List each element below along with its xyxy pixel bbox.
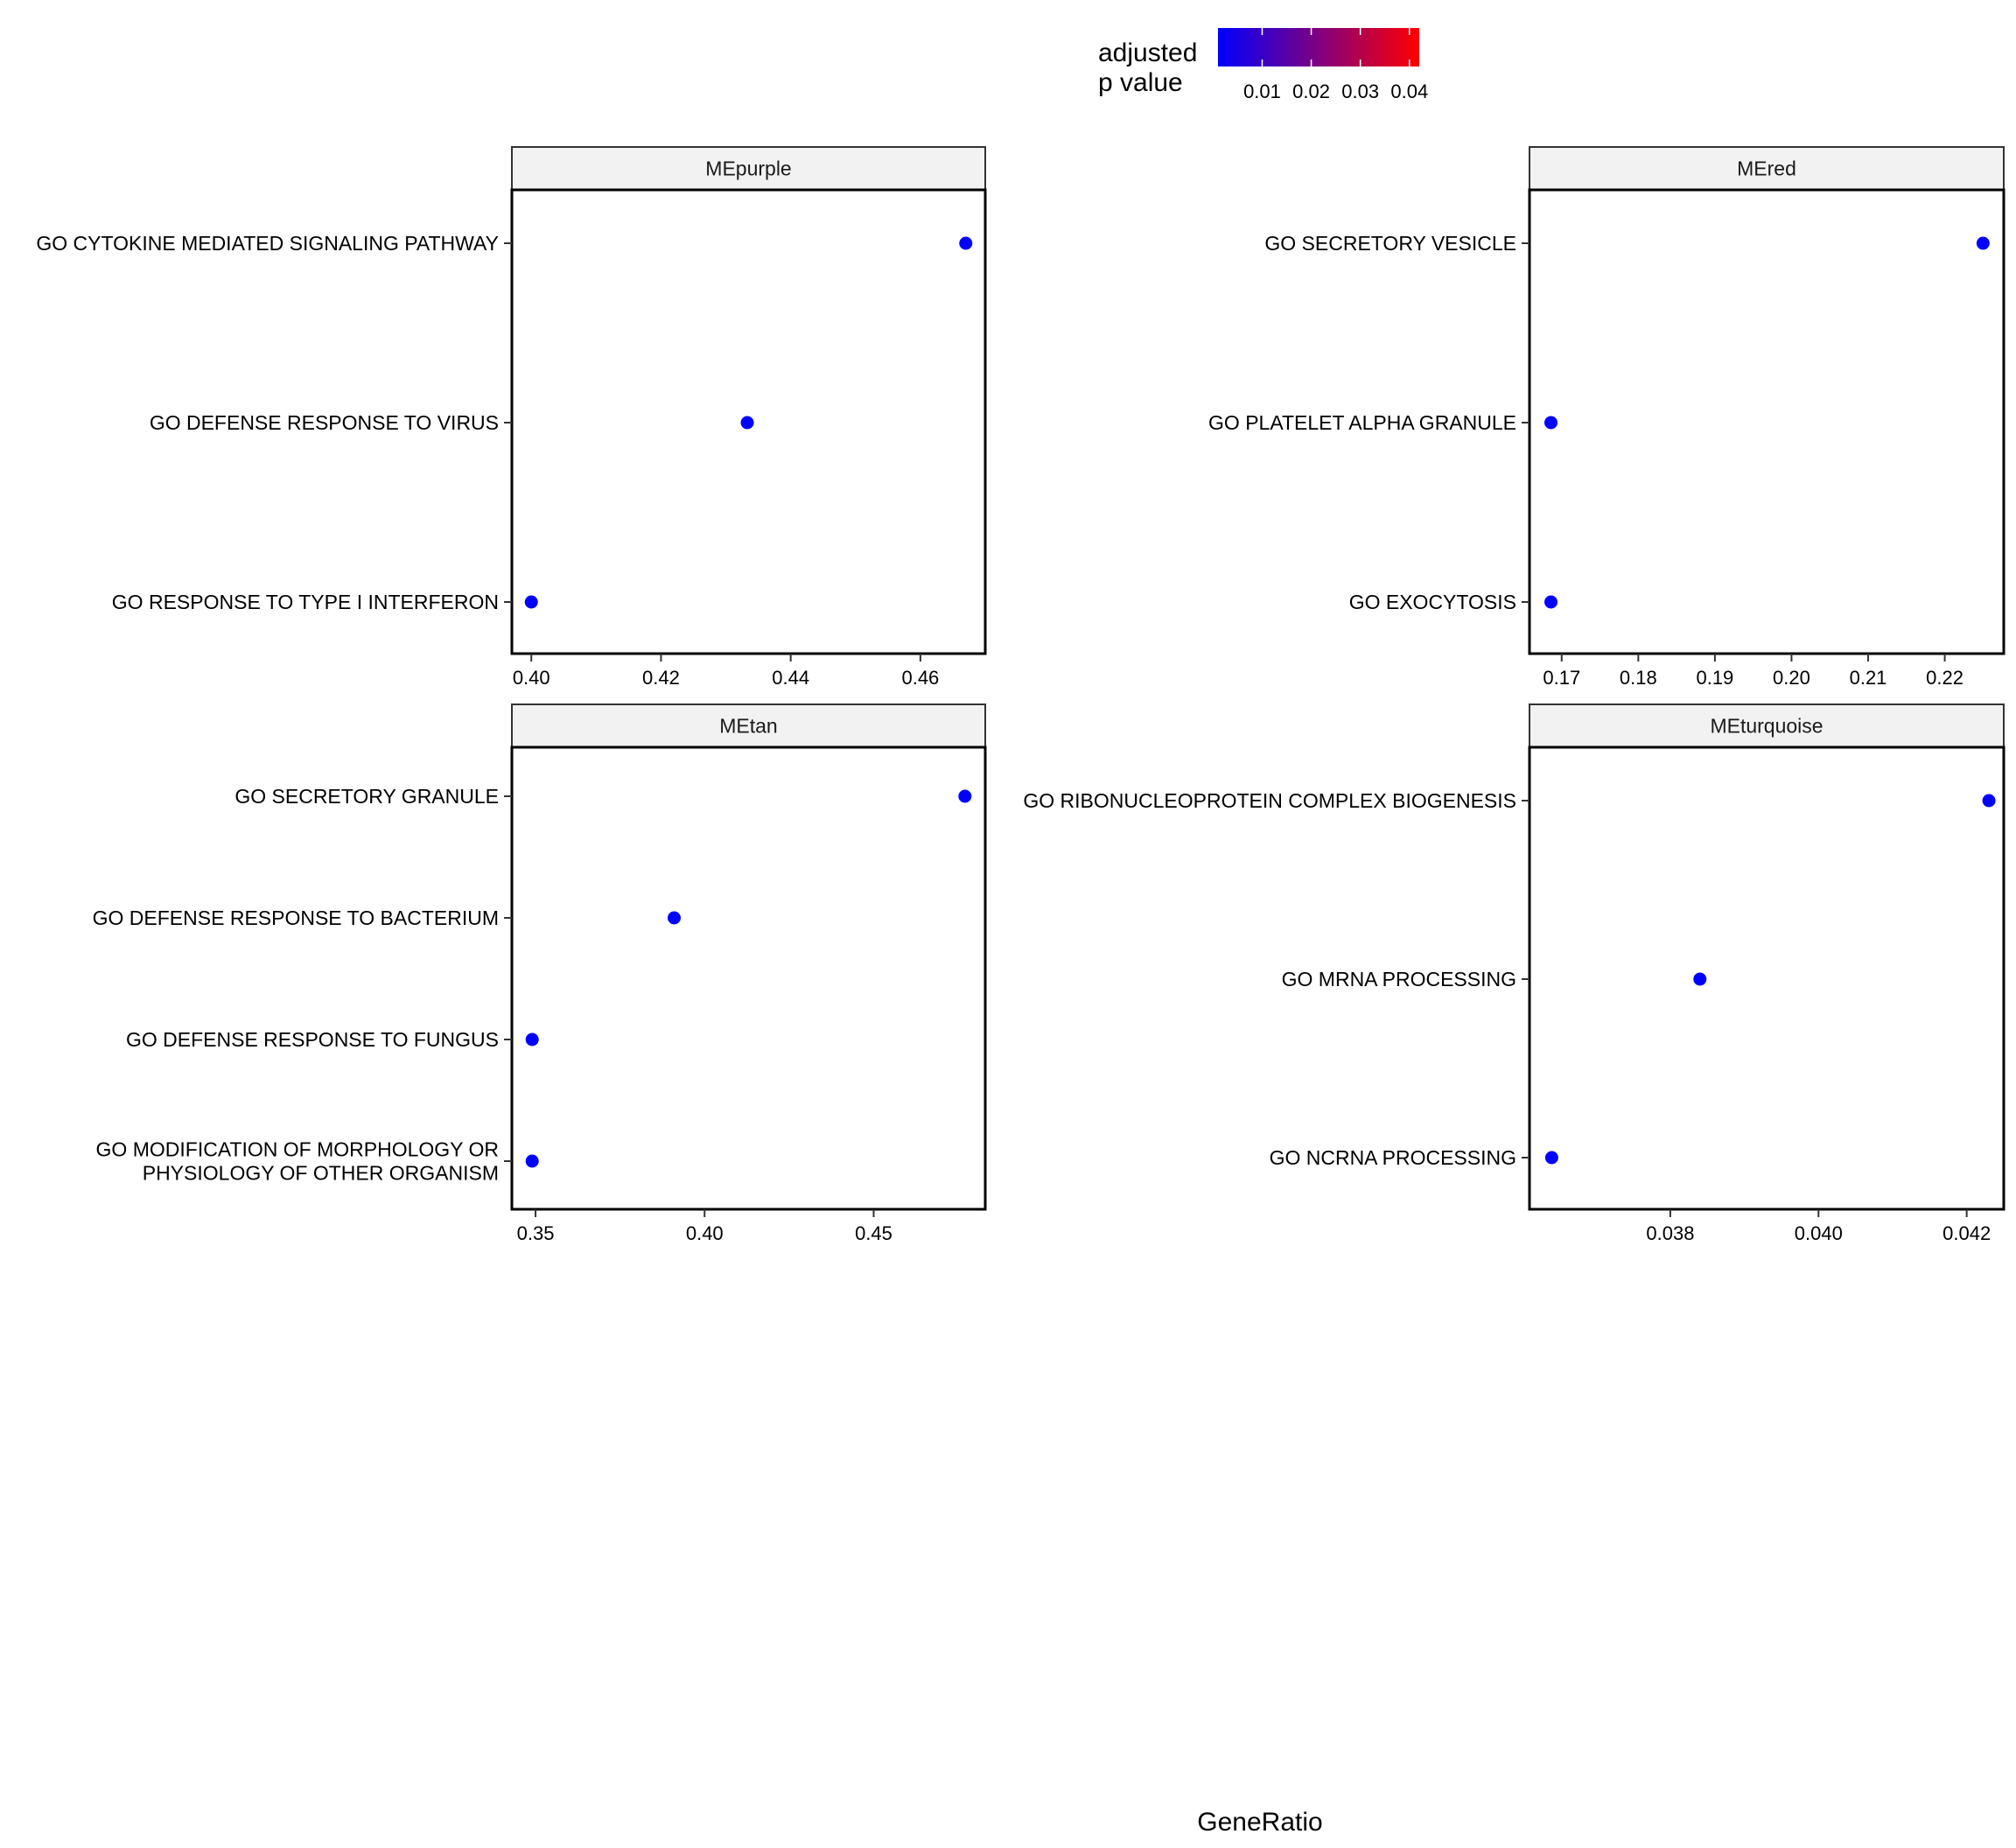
facet-panel-MEtan: MEtan GO SECRETORY GRANULE GO DEFENSE RESP… — [93, 704, 987, 1244]
facet-strip-label: MEred — [1737, 158, 1796, 180]
legend-tick-label: 0.04 — [1390, 80, 1428, 102]
data-point — [1544, 595, 1558, 609]
x-tick-label: 0.22 — [1926, 667, 1964, 689]
y-tick-label: GO SECRETORY VESICLE — [1264, 232, 1516, 255]
legend-tick-label: 0.03 — [1341, 80, 1379, 102]
y-tick-label: GO MODIFICATION OF MORPHOLOGY OR PHYSIOLO… — [96, 1138, 499, 1185]
y-tick-label: GO DEFENSE RESPONSE TO FUNGUS — [126, 1028, 499, 1051]
y-tick-label: GO DEFENSE RESPONSE TO BACTERIUM — [93, 906, 499, 929]
facet-strip — [1529, 704, 2005, 748]
data-point — [525, 1032, 539, 1046]
data-point — [1976, 236, 1990, 250]
x-tick-label: 0.42 — [642, 667, 680, 689]
x-axis-title: GeneRatio — [1197, 1808, 1322, 1837]
y-tick-label: GO RESPONSE TO TYPE I INTERFERON — [112, 591, 499, 613]
legend-tick-label: 0.01 — [1243, 80, 1281, 102]
facet-strip — [511, 704, 986, 748]
legend-title-line-2: p value — [1098, 68, 1183, 97]
x-tick-label: 0.18 — [1620, 667, 1657, 689]
facet-strip — [511, 146, 986, 191]
data-point — [1982, 794, 1996, 808]
facet-strip-label: MEpurple — [705, 158, 791, 180]
facet-panel-MEpurple: MEpurple GO CYTOKINE MEDIATED SIGNALING P… — [36, 146, 987, 689]
x-tick-label: 0.45 — [855, 1222, 892, 1244]
x-tick-label: 0.040 — [1795, 1222, 1843, 1244]
x-tick-label: 0.35 — [517, 1222, 555, 1244]
color-legend: adjusted p value 0.01 0.02 0.03 0.04 — [1098, 28, 1428, 102]
x-tick-label: 0.038 — [1646, 1222, 1694, 1244]
legend-tick-label: 0.02 — [1292, 80, 1330, 102]
x-tick-label: 0.042 — [1942, 1222, 1991, 1244]
data-point — [1544, 1151, 1558, 1165]
data-point — [525, 1154, 539, 1168]
y-tick-label: GO PLATELET ALPHA GRANULE — [1208, 411, 1516, 434]
x-tick-label: 0.40 — [513, 667, 550, 689]
panel-border — [1528, 188, 2006, 655]
legend-title-line-1: adjusted — [1098, 38, 1197, 67]
y-tick-label: GO DEFENSE RESPONSE TO VIRUS — [150, 411, 499, 434]
x-tick-label: 0.46 — [901, 667, 939, 689]
y-tick-label: GO CYTOKINE MEDIATED SIGNALING PATHWAY — [36, 232, 499, 255]
y-tick-label: GO RIBONUCLEOPROTEIN COMPLEX BIOGENESIS — [1023, 789, 1516, 812]
y-tick-label: GO NCRNA PROCESSING — [1270, 1146, 1516, 1169]
x-tick-label: 0.40 — [686, 1222, 724, 1244]
legend-colorbar — [1218, 28, 1419, 66]
facet-strip-label: MEturquoise — [1710, 715, 1823, 738]
data-point — [667, 911, 681, 925]
x-tick-label: 0.19 — [1696, 667, 1733, 689]
x-tick-label: 0.17 — [1543, 667, 1580, 689]
facet-panel-MEred: MEred GO SECRETORY VESICLE GO PLATELET ALP… — [1208, 146, 2006, 689]
y-tick-label: GO EXOCYTOSIS — [1349, 591, 1516, 613]
data-point — [958, 789, 972, 803]
data-point — [1693, 972, 1707, 986]
data-point — [524, 595, 538, 609]
y-tick-label: GO MRNA PROCESSING — [1282, 968, 1516, 990]
facet-strip-label: MEtan — [719, 715, 777, 738]
panel-border — [1528, 746, 2006, 1211]
x-tick-label: 0.44 — [772, 667, 809, 689]
panel-border — [510, 746, 987, 1211]
y-tick-label: GO SECRETORY GRANULE — [234, 785, 499, 808]
data-point — [740, 416, 754, 430]
x-tick-label: 0.21 — [1850, 667, 1887, 689]
x-tick-label: 0.20 — [1773, 667, 1810, 689]
data-point — [959, 236, 973, 250]
data-point — [1544, 416, 1558, 430]
facet-panel-MEturquoise: MEturquoise GO RIBONUCLEOPROTEIN COMPLEX … — [1023, 704, 2006, 1244]
